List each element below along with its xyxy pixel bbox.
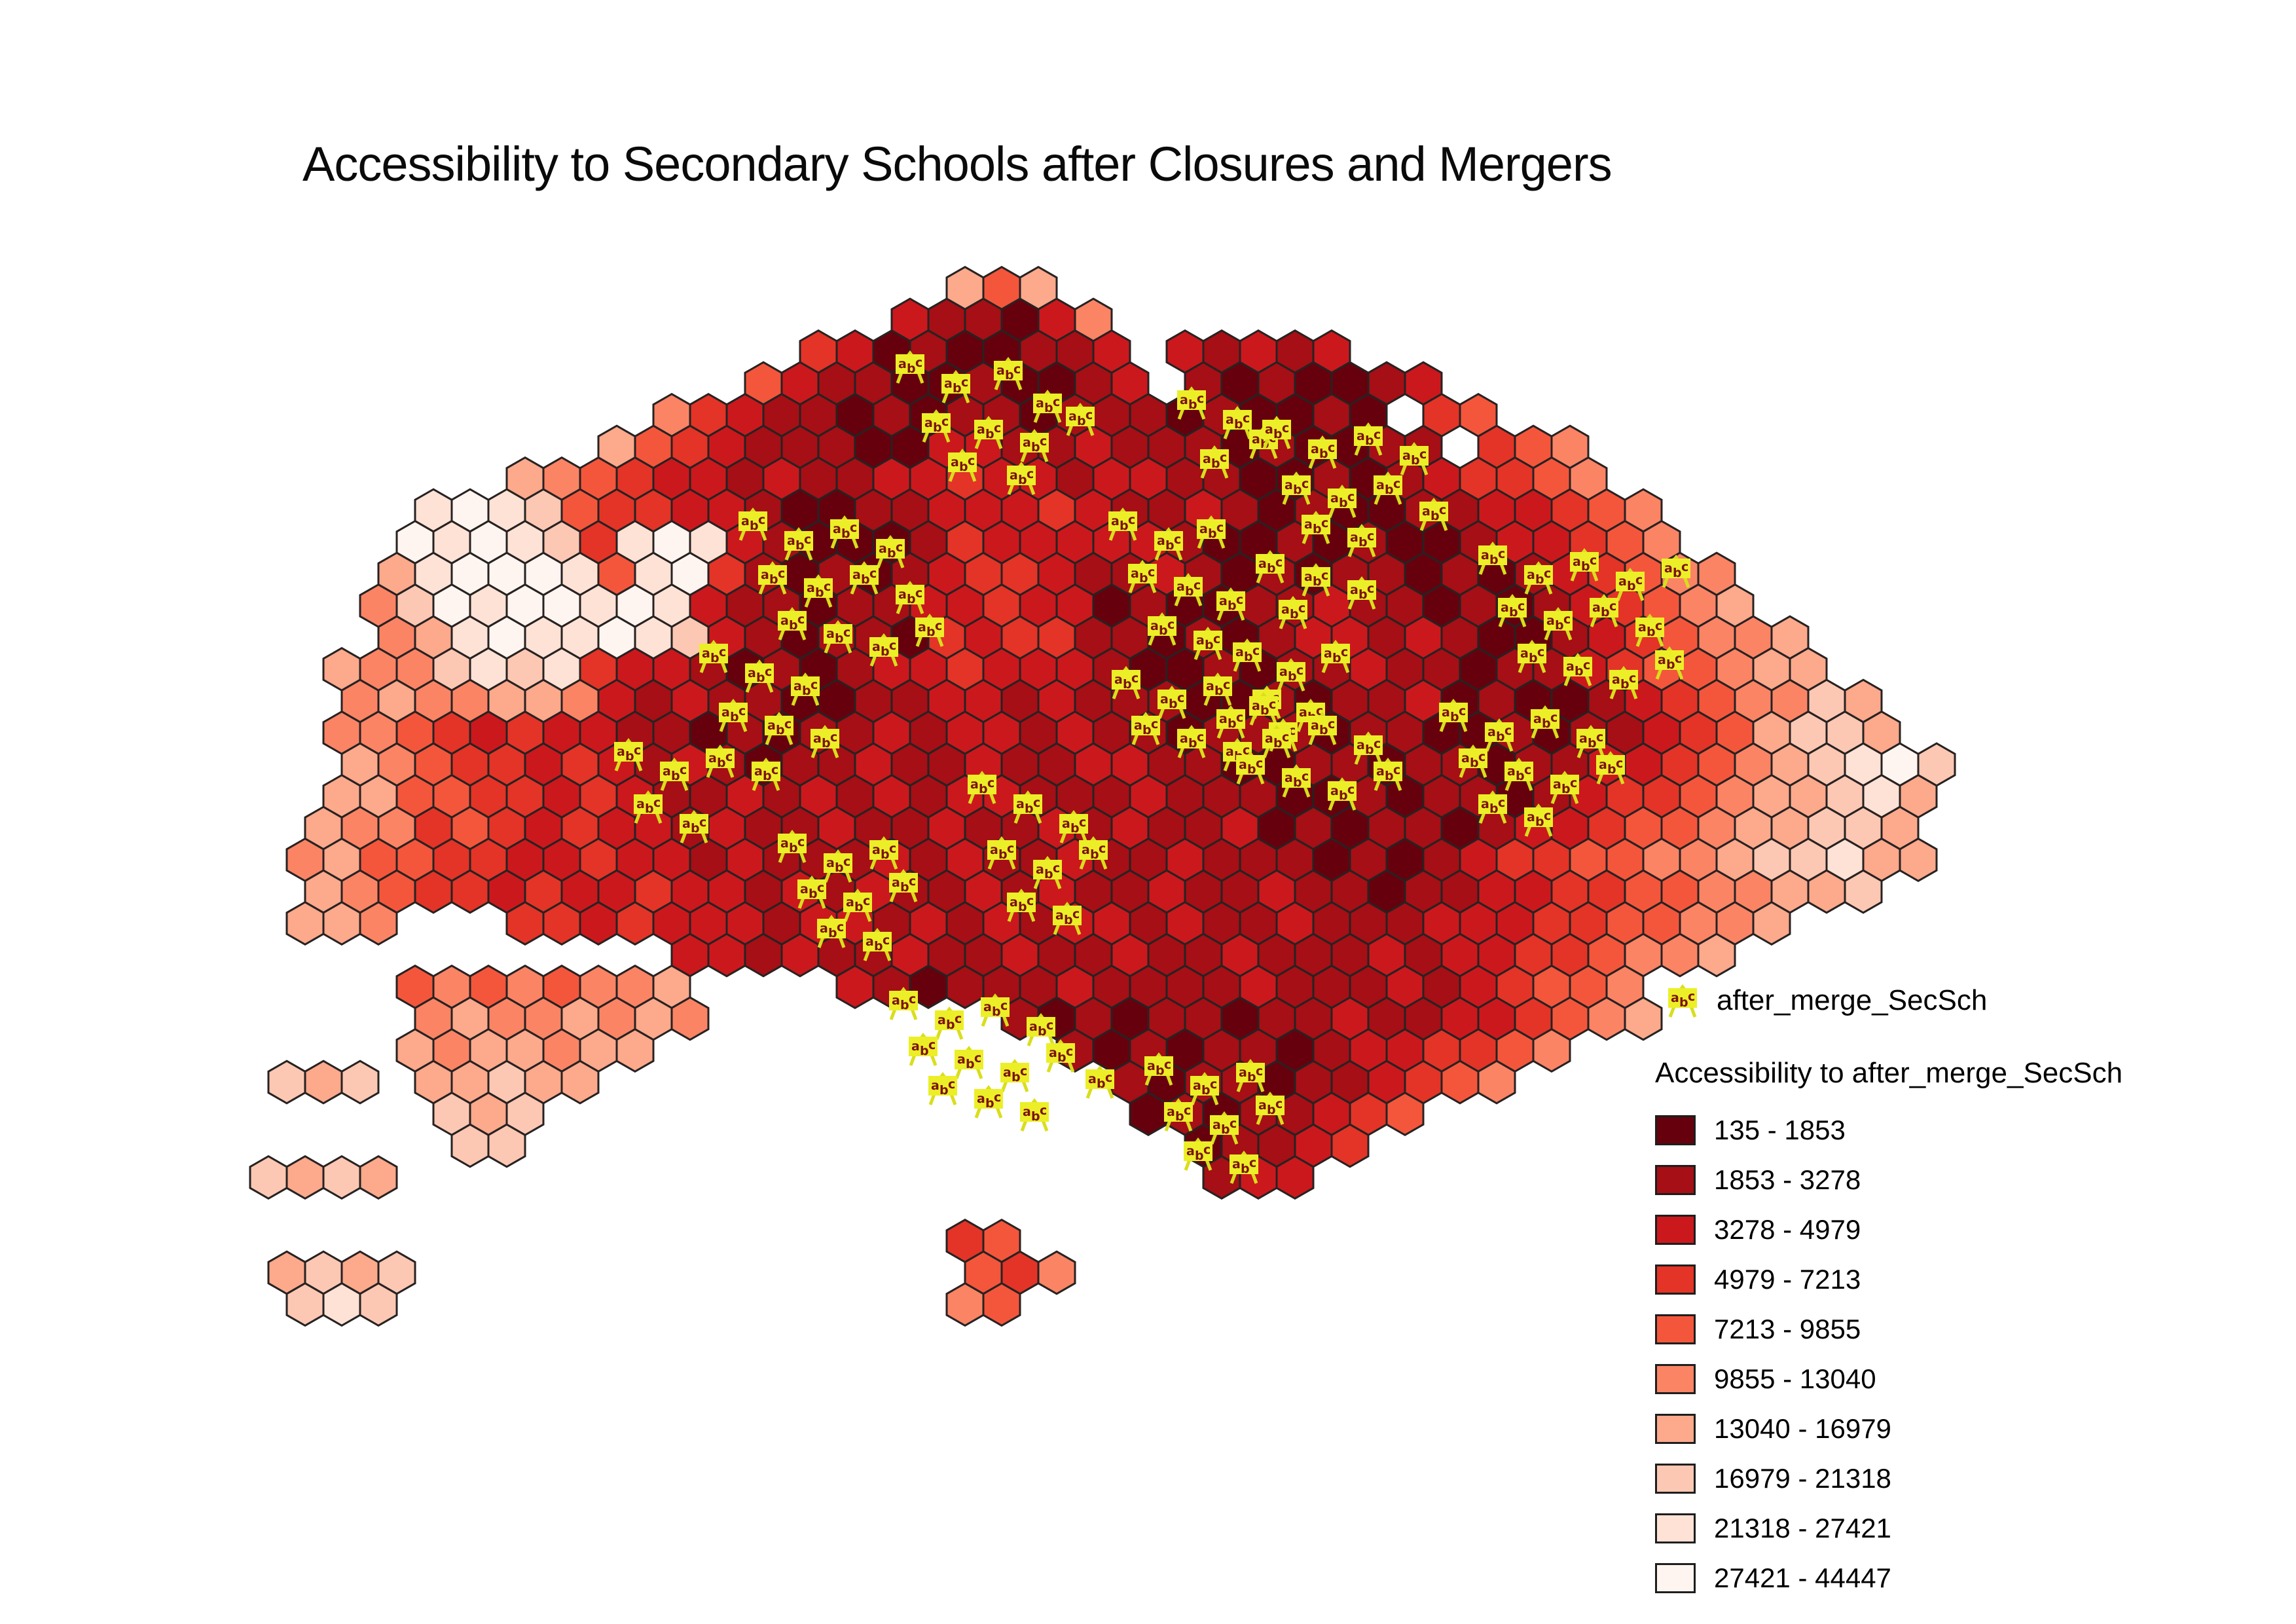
school-marker (1184, 1137, 1212, 1170)
hex-cell (322, 900, 361, 946)
legend-class-label: 135 - 1853 (1714, 1115, 1846, 1145)
legend-class-row: 21318 - 27421 (1655, 1504, 2123, 1553)
hex-cell (267, 1060, 306, 1105)
hex-cell (945, 964, 985, 1010)
hex-cell (1440, 1060, 1480, 1105)
map-title: Accessibility to Secondary Schools after… (302, 137, 1613, 191)
legend-class-row: 27421 - 44447 (1655, 1553, 2123, 1603)
legend-point-item: after_merge_SecSch (1668, 981, 2123, 1020)
hex-cell (1330, 1123, 1370, 1168)
hex-cell (615, 1027, 655, 1073)
hex-cell (322, 1282, 361, 1327)
hex-cell (359, 1154, 398, 1200)
hex-cell (1624, 996, 1663, 1041)
hex-cell (450, 1123, 490, 1168)
legend-class-swatch (1655, 1414, 1696, 1444)
hex-cell (285, 1154, 325, 1200)
legend-class-label: 1853 - 3278 (1714, 1164, 1861, 1195)
legend-class-row: 135 - 1853 (1655, 1105, 2123, 1155)
hex-cell (1385, 1091, 1425, 1137)
hex-cell (414, 869, 453, 914)
legend-class-row: 4979 - 7213 (1655, 1255, 2123, 1304)
hex-cell (615, 900, 655, 946)
school-marker (981, 993, 1010, 1026)
hex-cell (744, 932, 783, 978)
hex-cell (322, 1154, 361, 1200)
hex-cell (670, 996, 710, 1041)
hex-cell (1844, 869, 1883, 914)
school-marker (909, 1033, 938, 1065)
legend-class-label: 13040 - 16979 (1714, 1413, 1891, 1444)
legend-class-swatch (1655, 1464, 1696, 1494)
hex-cell (945, 1282, 985, 1327)
hex-cell (1752, 900, 1791, 946)
hex-cell (1129, 1091, 1168, 1137)
legend: after_merge_SecSch Accessibility to afte… (1655, 981, 2123, 1603)
school-marker (1020, 1098, 1049, 1131)
legend-class-label: 7213 - 9855 (1714, 1314, 1861, 1344)
legend-class-row: 13040 - 16979 (1655, 1404, 2123, 1454)
school-marker (974, 1085, 1003, 1118)
legend-class-label: 9855 - 13040 (1714, 1363, 1876, 1394)
school-marker (1027, 1013, 1055, 1046)
legend-class-list: 135 - 1853 1853 - 3278 3278 - 4979 4979 - 7… (1655, 1105, 2123, 1603)
hex-cell (1697, 932, 1736, 978)
legend-class-row: 3278 - 4979 (1655, 1205, 2123, 1255)
hex-cell (505, 900, 545, 946)
legend-class-row: 9855 - 13040 (1655, 1354, 2123, 1404)
legend-class-row: 1853 - 3278 (1655, 1155, 2123, 1205)
school-marker (889, 987, 918, 1020)
legend-class-label: 27421 - 44447 (1714, 1562, 1891, 1593)
hex-cell (1275, 1154, 1315, 1200)
hex-cell (1899, 837, 1938, 883)
hex-cell (249, 1154, 288, 1200)
school-marker (928, 1072, 957, 1105)
hex-cell (1587, 996, 1626, 1041)
hex-cell (359, 900, 398, 946)
hex-cell (340, 1060, 380, 1105)
legend-class-swatch (1655, 1115, 1696, 1145)
legend-class-label: 16979 - 21318 (1714, 1463, 1891, 1494)
legend-class-swatch (1655, 1264, 1696, 1295)
hex-cell (285, 900, 325, 946)
hex-cell (579, 900, 618, 946)
hex-cell (982, 1282, 1021, 1327)
hex-cell (450, 869, 490, 914)
legend-class-label: 21318 - 27421 (1714, 1513, 1891, 1543)
legend-point-label: after_merge_SecSch (1717, 984, 1988, 1016)
legend-class-swatch (1655, 1364, 1696, 1394)
school-marker (955, 1046, 983, 1079)
legend-class-swatch (1655, 1563, 1696, 1593)
school-marker-icon (1668, 983, 1697, 1018)
school-marker (1085, 1065, 1114, 1098)
school-marker (935, 1006, 964, 1039)
school-marker (1000, 1059, 1029, 1092)
hex-cell (487, 1123, 526, 1168)
legend-class-row: 7213 - 9855 (1655, 1304, 2123, 1354)
legend-class-label: 3278 - 4979 (1714, 1214, 1861, 1245)
legend-class-swatch (1655, 1513, 1696, 1543)
legend-class-row: 16979 - 21318 (1655, 1454, 2123, 1504)
hex-cell (359, 1282, 398, 1327)
hex-cell (285, 1282, 325, 1327)
hex-cell (707, 932, 746, 978)
hex-cell (1037, 1250, 1076, 1295)
legend-class-swatch (1655, 1314, 1696, 1344)
hex-cell (835, 964, 875, 1010)
hex-cell (1660, 932, 1700, 978)
legend-class-swatch (1655, 1165, 1696, 1195)
legend-class-label: 4979 - 7213 (1714, 1264, 1861, 1295)
hex-cell (1532, 1027, 1571, 1073)
school-marker (1046, 1039, 1075, 1072)
hex-cell (304, 1060, 343, 1105)
hex-cell (542, 900, 581, 946)
hex-cell (780, 932, 820, 978)
legend-section-title: Accessibility to after_merge_SecSch (1655, 1057, 2123, 1089)
hex-cell (1807, 869, 1846, 914)
hex-cell (1477, 1060, 1516, 1105)
legend-class-swatch (1655, 1215, 1696, 1245)
hex-cell (560, 1060, 600, 1105)
